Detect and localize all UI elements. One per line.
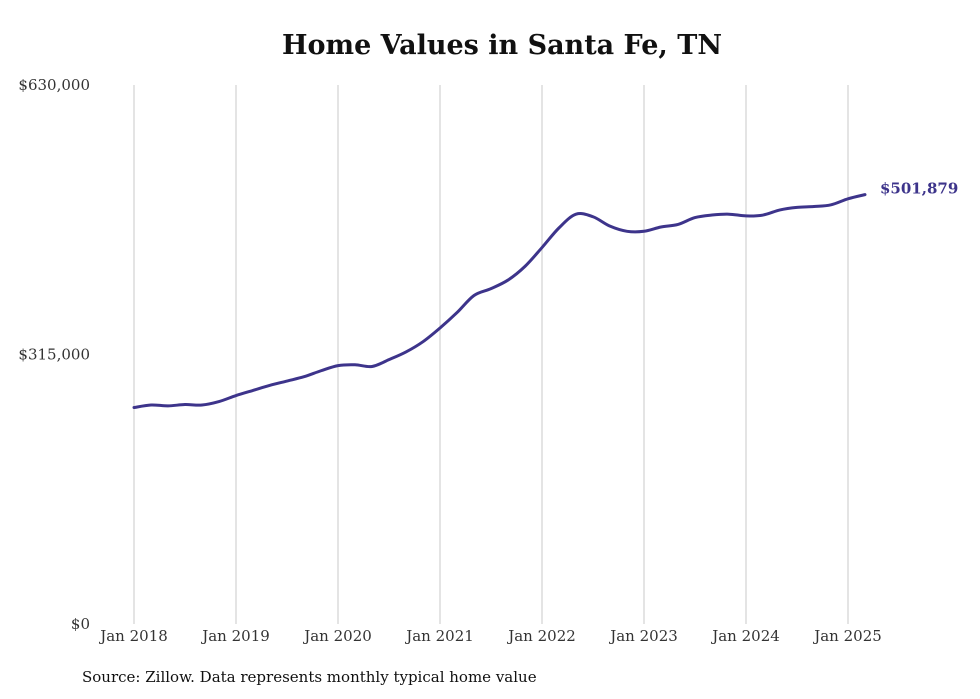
y-tick-label: $0: [71, 615, 90, 633]
y-tick-label: $315,000: [18, 346, 90, 364]
x-tick-label: Jan 2025: [812, 627, 882, 645]
x-tick-label: Jan 2019: [200, 627, 270, 645]
x-tick-label: Jan 2023: [608, 627, 678, 645]
x-tick-label: Jan 2022: [506, 627, 576, 645]
source-note: Source: Zillow. Data represents monthly …: [82, 668, 537, 686]
y-axis-labels: $0 $315,000 $630,000: [18, 76, 90, 633]
chart-title: Home Values in Santa Fe, TN: [281, 30, 722, 61]
series-line: [132, 193, 867, 410]
x-tick-label: Jan 2021: [404, 627, 474, 645]
end-value-label: $501,879: [880, 180, 958, 198]
x-axis-labels: Jan 2018 Jan 2019 Jan 2020 Jan 2021 Jan 2022…: [98, 627, 882, 645]
x-tick-label: Jan 2018: [98, 627, 168, 645]
x-tick-label: Jan 2020: [302, 627, 372, 645]
x-tick-label: Jan 2024: [710, 627, 780, 645]
y-tick-label: $630,000: [18, 76, 90, 94]
gridlines: [133, 85, 849, 624]
